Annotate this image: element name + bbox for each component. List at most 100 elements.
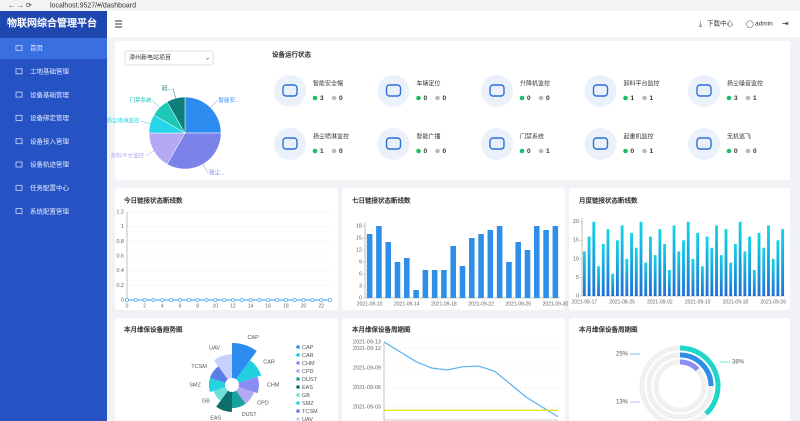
- hamburger[interactable]: [115, 20, 122, 28]
- legend-label[interactable]: CPD: [302, 369, 314, 375]
- user-icon[interactable]: ◯: [746, 20, 754, 28]
- rose-slice: [213, 354, 232, 385]
- x-tick-label: 2: [143, 303, 146, 309]
- sidebar-title-bg: [0, 11, 107, 38]
- legend-label[interactable]: EAS: [302, 385, 313, 391]
- offline-count: 0: [443, 148, 447, 155]
- project-select[interactable]: [124, 50, 214, 66]
- x-tick-label: 8: [196, 303, 199, 309]
- rose-label: CPD: [257, 401, 269, 407]
- legend-swatch[interactable]: [296, 393, 300, 397]
- nav-buttons[interactable]: ← → ⟳: [8, 2, 32, 9]
- menu-item[interactable]: 首页: [30, 43, 44, 52]
- legend-swatch[interactable]: [296, 417, 300, 421]
- url[interactable]: localhost:9527/#/dashboard: [50, 2, 136, 9]
- bar: [450, 246, 456, 298]
- device-icon: [489, 137, 505, 150]
- point: [160, 297, 165, 302]
- bar: [552, 226, 559, 298]
- offline-count: 0: [339, 148, 343, 155]
- device-icon-bg: [377, 75, 410, 107]
- rose-label: CAP: [247, 335, 259, 341]
- status-title: 设备运行状态: [272, 50, 312, 59]
- online-count: 0: [424, 148, 428, 155]
- pie-label: 卸料平台监控: [111, 151, 145, 159]
- bar: [366, 234, 373, 298]
- bar: [639, 221, 643, 296]
- device-name: 智能安全帽: [313, 80, 343, 88]
- legend-label[interactable]: CHM: [302, 361, 315, 367]
- offline-dot: [642, 148, 647, 154]
- bar: [762, 247, 766, 296]
- menu-item[interactable]: 设备轨迹管理: [30, 160, 70, 169]
- pie-label: 扬尘喷淋监控: [107, 117, 141, 125]
- legend-swatch[interactable]: [296, 369, 300, 373]
- menu-item[interactable]: 系统配置管理: [30, 206, 70, 215]
- device-icon: [282, 84, 298, 97]
- y-tick-label: 5: [576, 275, 579, 281]
- select-arrow[interactable]: ⌄: [205, 56, 210, 62]
- legend-label[interactable]: GB: [302, 393, 310, 399]
- offline-dot: [435, 148, 440, 154]
- y-tick-label: 2021-09-06: [353, 385, 381, 391]
- user-name[interactable]: admin: [755, 21, 773, 28]
- device-name: 升降机监控: [520, 80, 550, 88]
- legend-swatch[interactable]: [296, 353, 300, 357]
- menu-item[interactable]: 工地基础管理: [30, 67, 70, 76]
- legend-label[interactable]: CAP: [302, 345, 314, 351]
- menu-icon: [15, 68, 23, 75]
- x-tick-label: 18: [283, 303, 289, 309]
- menu-item[interactable]: 设备接入管理: [30, 136, 70, 145]
- offline-count: 1: [753, 95, 757, 102]
- panel: [342, 318, 565, 421]
- gauge-label: 25%: [616, 352, 629, 358]
- device-icon: [592, 84, 609, 97]
- legend-swatch[interactable]: [296, 401, 300, 405]
- y-tick-label: 20: [573, 219, 579, 225]
- legend-label[interactable]: TCSM: [302, 409, 318, 415]
- bar: [729, 262, 733, 296]
- point: [186, 297, 191, 302]
- y-tick-label: 1.2: [116, 209, 124, 215]
- menu-icon: [15, 184, 23, 191]
- legend-label[interactable]: DUST: [302, 377, 318, 383]
- point: [275, 297, 280, 302]
- bar: [606, 229, 610, 296]
- legend-swatch[interactable]: [296, 361, 300, 365]
- menu-item[interactable]: 任务配置中心: [30, 183, 70, 192]
- rose-label: CAR: [263, 360, 275, 366]
- menu-item[interactable]: 设备基础管理: [30, 90, 70, 99]
- legend-label[interactable]: UAV: [302, 417, 313, 421]
- legend-swatch[interactable]: [296, 409, 300, 413]
- panel: [569, 318, 790, 421]
- chart-title: 今日链接状态断线数: [124, 196, 183, 205]
- download-icon[interactable]: ⤓: [699, 21, 702, 28]
- legend-label[interactable]: CAR: [302, 353, 314, 359]
- y-tick-label: 15: [573, 238, 579, 244]
- offline-dot: [745, 95, 751, 101]
- bar: [700, 266, 704, 296]
- rose-slice: [216, 385, 232, 412]
- device-icon-bg: [481, 128, 513, 160]
- legend-swatch[interactable]: [296, 377, 300, 381]
- rose-label: EAS: [210, 416, 221, 421]
- legend-swatch[interactable]: [296, 385, 300, 389]
- download-center[interactable]: 下载中心: [707, 19, 734, 28]
- logout-icon[interactable]: ⇥: [782, 19, 789, 28]
- point: [292, 297, 297, 302]
- bar: [710, 247, 714, 296]
- project-select-text[interactable]: 漳州新电站项目: [129, 54, 171, 62]
- point: [204, 297, 209, 302]
- pie-leader: [172, 88, 176, 99]
- offline-dot: [538, 95, 544, 101]
- legend-swatch[interactable]: [296, 345, 300, 349]
- bar: [592, 221, 596, 296]
- legend-label[interactable]: SMZ: [302, 401, 314, 407]
- menu-item[interactable]: 设备绑定管理: [30, 113, 70, 122]
- point: [248, 297, 253, 302]
- line: [383, 341, 559, 418]
- app-title: 物联网综合管理平台: [7, 17, 97, 30]
- online-dot: [623, 148, 628, 154]
- menu-icon: [15, 138, 23, 145]
